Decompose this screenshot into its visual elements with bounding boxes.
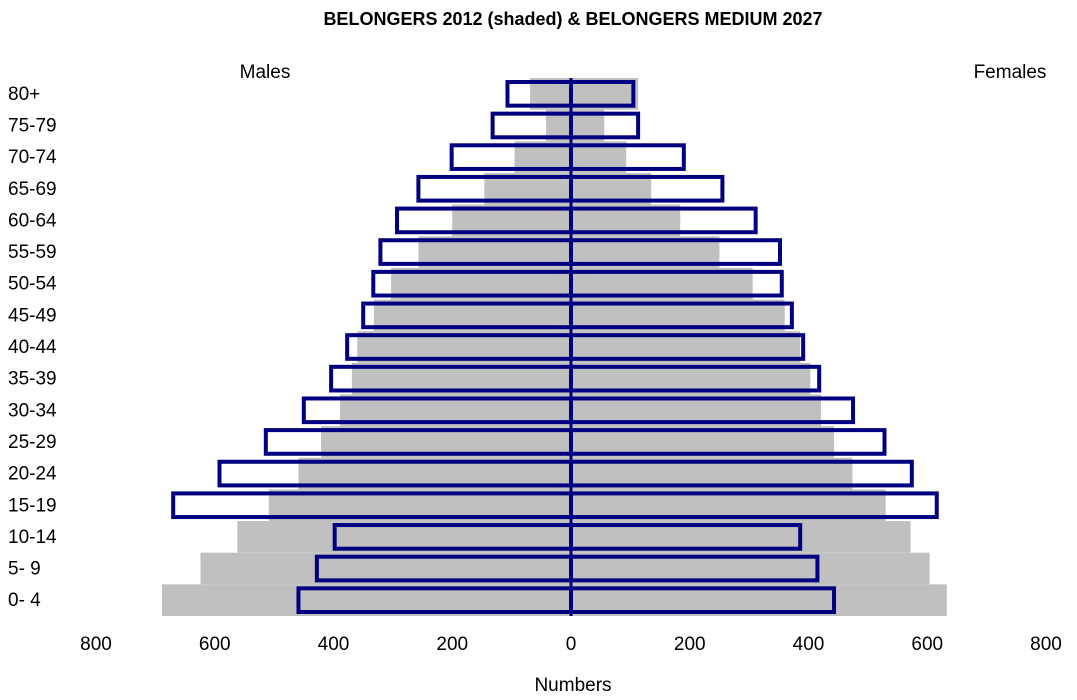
y-tick-label: 55-59 <box>8 242 57 263</box>
y-tick-label: 25-29 <box>8 432 57 453</box>
females-label: Females <box>974 62 1047 83</box>
y-tick-label: 20-24 <box>8 464 57 485</box>
y-tick-label: 5- 9 <box>8 559 41 580</box>
x-tick-label: 400 <box>318 634 350 655</box>
x-tick-label: 200 <box>436 634 468 655</box>
x-tick-label: 800 <box>80 634 112 655</box>
y-tick-label: 75-79 <box>8 115 57 136</box>
y-tick-label: 65-69 <box>8 179 57 200</box>
x-axis-label: Numbers <box>534 675 611 696</box>
x-tick-label: 600 <box>911 634 943 655</box>
y-tick-label: 0- 4 <box>8 590 41 611</box>
males-label: Males <box>240 62 291 83</box>
y-tick-label: 10-14 <box>8 527 57 548</box>
y-tick-label: 60-64 <box>8 210 57 231</box>
y-tick-label: 45-49 <box>8 305 57 326</box>
x-tick-label: 600 <box>199 634 231 655</box>
x-tick-label: 0 <box>566 634 577 655</box>
y-tick-label: 70-74 <box>8 147 57 168</box>
x-tick-label: 400 <box>793 634 825 655</box>
chart-title: BELONGERS 2012 (shaded) & BELONGERS MEDI… <box>323 9 822 29</box>
y-tick-label: 15-19 <box>8 495 57 516</box>
x-tick-label: 800 <box>1030 634 1062 655</box>
y-tick-label: 35-39 <box>8 369 57 390</box>
y-tick-label: 30-34 <box>8 400 57 421</box>
y-tick-label: 50-54 <box>8 274 57 295</box>
x-tick-label: 200 <box>674 634 706 655</box>
y-tick-label: 40-44 <box>8 337 57 358</box>
y-tick-label: 80+ <box>8 84 40 105</box>
